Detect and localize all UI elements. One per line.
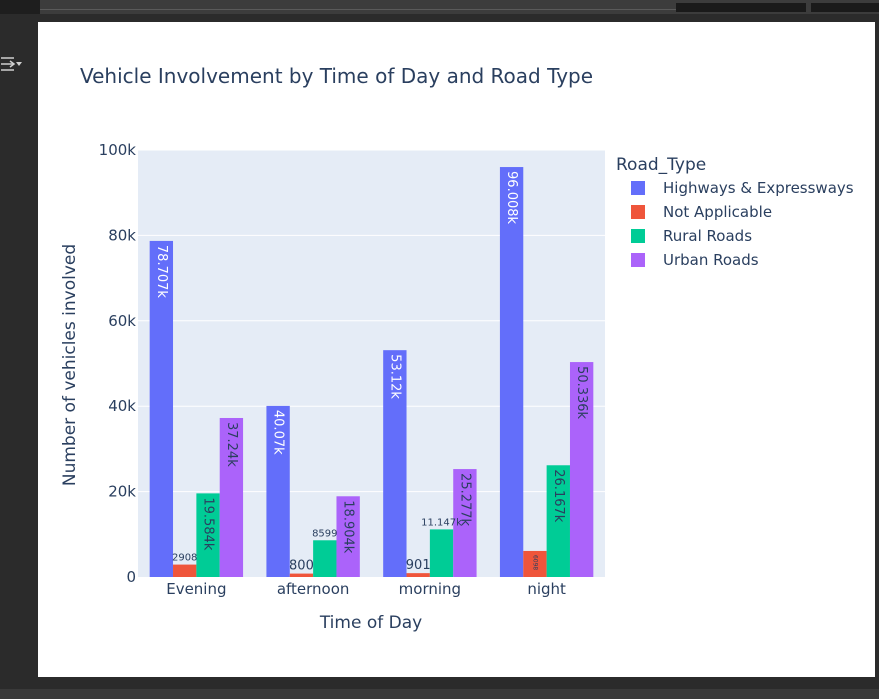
bar-data-label: 50.336k	[574, 366, 589, 419]
bar-data-label: 26.167k	[551, 469, 566, 522]
bar-data-label: 40.07k	[271, 410, 286, 455]
bar[interactable]	[429, 529, 454, 577]
bar-data-label: 2908	[172, 553, 197, 564]
bar[interactable]	[453, 469, 477, 577]
x-tick-labels: Evening afternoon morning night	[166, 580, 566, 598]
bar-data-label: 800	[289, 559, 314, 574]
bar[interactable]	[149, 240, 174, 577]
bar-data-label: 37.24k	[224, 422, 239, 467]
y-tick-label: 60k	[108, 312, 136, 330]
x-tick-label: morning	[399, 580, 461, 598]
bar[interactable]	[569, 362, 594, 577]
chart-canvas: 78.707k 2908 19.584k 37.24k 40.07k 800 8599 18.…	[38, 22, 875, 677]
y-tick-labels: 0 20k 40k 60k 80k 100k	[99, 141, 137, 586]
legend-swatch[interactable]	[631, 205, 645, 219]
collapse-expand-icon-graphic	[1, 57, 22, 71]
chart-title: Vehicle Involvement by Time of Day and R…	[80, 64, 593, 88]
y-tick-label: 100k	[99, 141, 137, 159]
top-bar-right-block	[811, 3, 879, 12]
y-tick-label: 40k	[108, 397, 136, 415]
bar[interactable]	[289, 573, 314, 577]
bar-data-label: 96.008k	[504, 171, 519, 224]
x-tick-label: night	[527, 580, 566, 598]
bar-data-label: 19.584k	[201, 497, 216, 550]
bar-data-label: 6098	[531, 555, 538, 570]
x-axis-title: Time of Day	[319, 613, 422, 633]
x-tick-label: afternoon	[277, 580, 350, 598]
bar[interactable]	[219, 417, 244, 577]
bars-group	[149, 167, 594, 577]
bar[interactable]	[173, 564, 197, 577]
legend-title: Road_Type	[616, 155, 706, 175]
gridlines	[138, 149, 605, 493]
legend-item-label[interactable]: Urban Roads	[663, 251, 759, 269]
y-tick-label: 0	[126, 568, 136, 586]
window-bottom-bar	[0, 689, 879, 699]
top-bar-left-block	[0, 0, 40, 14]
bar-data-label: 53.12k	[387, 354, 402, 399]
y-tick-label: 20k	[108, 483, 136, 501]
bar-data-label: 11.147k	[421, 517, 462, 528]
legend-swatch[interactable]	[631, 229, 645, 243]
legend: Road_Type Highways & Expressways Not Appl…	[616, 155, 854, 269]
y-axis-title: Number of vehicles involved	[60, 244, 80, 486]
bar-data-label: 25.277k	[457, 473, 472, 526]
bar-chart: 78.707k 2908 19.584k 37.24k 40.07k 800 8599 18.…	[60, 64, 854, 633]
bar[interactable]	[313, 540, 337, 577]
collapse-expand-icon[interactable]	[0, 52, 24, 76]
legend-item-label[interactable]: Not Applicable	[663, 203, 772, 221]
legend-item-label[interactable]: Rural Roads	[663, 227, 752, 245]
bar[interactable]	[196, 493, 220, 577]
bar[interactable]	[499, 167, 524, 577]
bar[interactable]	[266, 405, 290, 577]
bar[interactable]	[383, 350, 407, 577]
legend-item-label[interactable]: Highways & Expressways	[663, 179, 854, 197]
bar-data-label: 78.707k	[154, 245, 169, 298]
bar[interactable]	[523, 550, 547, 577]
legend-swatch[interactable]	[631, 181, 645, 195]
bar-data-label: 901	[406, 558, 431, 573]
bar[interactable]	[546, 465, 570, 577]
window-top-bar	[0, 0, 879, 14]
top-bar-divider	[40, 9, 676, 10]
bar-data-label: 18.904k	[341, 500, 356, 553]
x-tick-label: Evening	[166, 580, 226, 598]
top-bar-scroll-block	[676, 3, 806, 12]
legend-swatch[interactable]	[631, 253, 645, 267]
y-tick-label: 80k	[108, 226, 136, 244]
bar[interactable]	[336, 496, 360, 577]
bar-data-label: 8599	[312, 528, 337, 539]
bar-labels-group: 78.707k 2908 19.584k 37.24k 40.07k 800 8599 18.…	[154, 171, 589, 574]
bar[interactable]	[406, 573, 430, 577]
